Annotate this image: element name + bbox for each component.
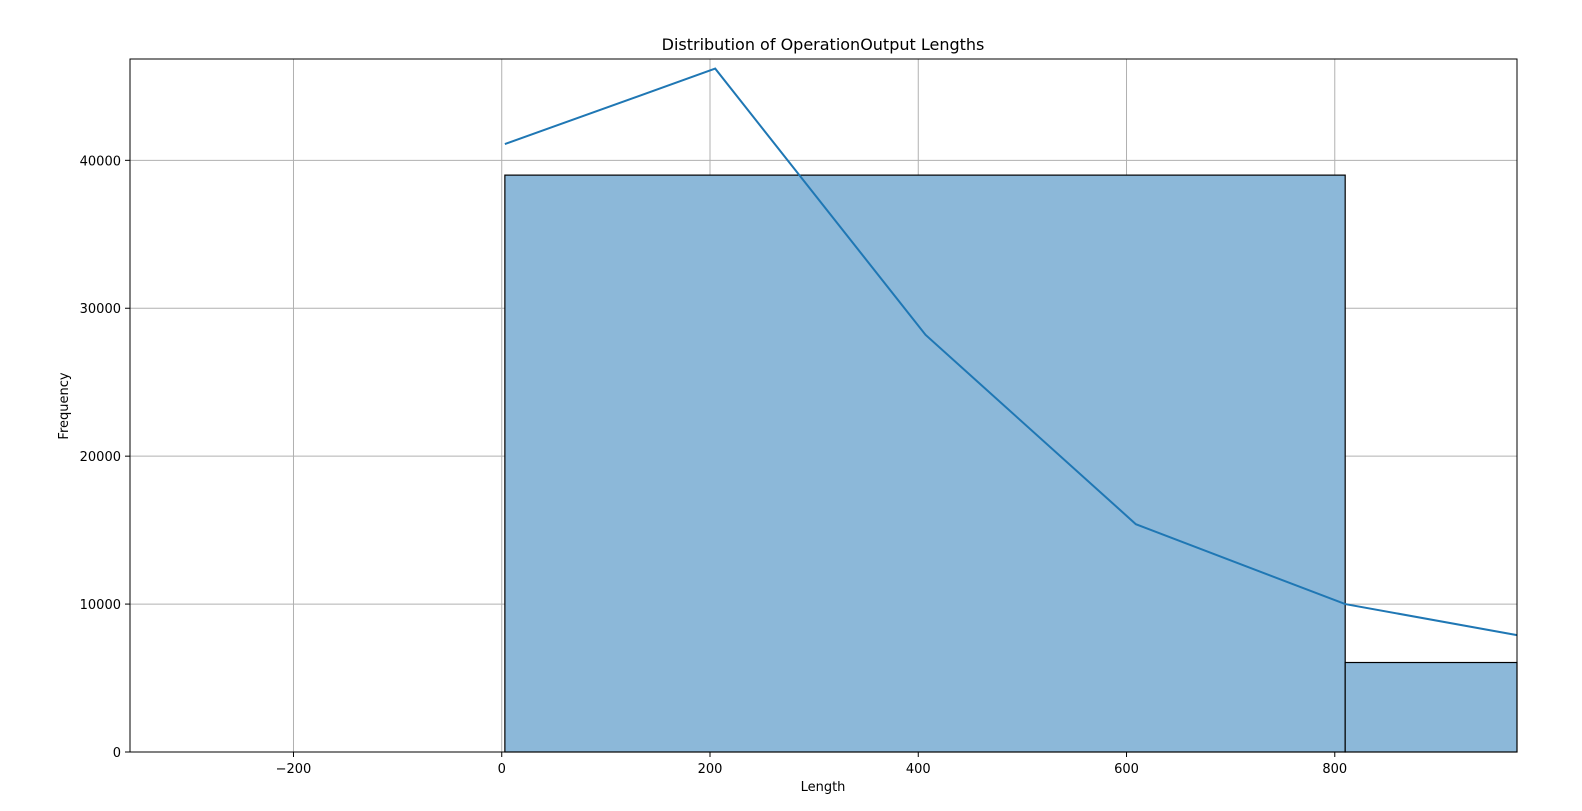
x-axis-label: Length (801, 780, 846, 795)
x-tick-label: 200 (698, 762, 723, 777)
x-tick-label: 0 (498, 762, 506, 777)
kde-line-layer (504, 67, 1518, 637)
bars-layer (504, 174, 1518, 753)
y-tick-label: 20000 (80, 450, 121, 465)
histogram-bar (504, 174, 1346, 753)
x-tick-label: 800 (1322, 762, 1347, 777)
x-axis: −200 0 200 400 600 800 (276, 752, 1347, 777)
x-tick-label: 600 (1114, 762, 1139, 777)
y-axis: 0 10000 20000 30000 40000 (80, 154, 130, 761)
y-axis-label: Frequency (57, 372, 72, 439)
plot-frame (129, 58, 1518, 753)
y-tick-label: 30000 (80, 302, 121, 317)
y-tick-label: 10000 (80, 598, 121, 613)
y-tick-label: 40000 (80, 154, 121, 169)
chart-title: Distribution of OperationOutput Lengths (662, 35, 985, 54)
x-tick-label: −200 (276, 762, 312, 777)
histogram-bar (1344, 661, 1518, 753)
x-tick-label: 400 (906, 762, 931, 777)
kde-line (504, 67, 1518, 637)
y-tick-label: 0 (113, 746, 121, 761)
